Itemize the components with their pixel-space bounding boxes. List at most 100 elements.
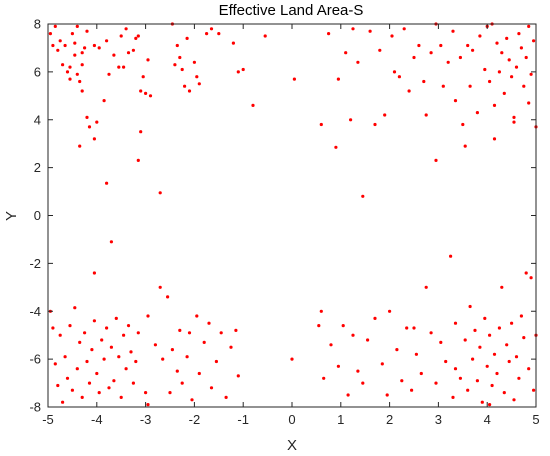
data-point — [449, 254, 453, 258]
data-point — [497, 70, 501, 74]
data-point — [495, 371, 499, 376]
data-point — [187, 331, 192, 335]
data-point — [507, 58, 511, 62]
data-point — [185, 36, 189, 41]
data-point — [478, 34, 482, 38]
data-point — [510, 75, 514, 79]
data-point — [422, 79, 426, 84]
data-point — [424, 113, 428, 117]
data-point — [461, 122, 465, 127]
data-point — [190, 398, 194, 402]
data-point — [219, 331, 223, 335]
data-point — [529, 276, 533, 280]
data-point — [92, 319, 96, 323]
data-point — [483, 316, 487, 320]
data-point — [185, 355, 189, 359]
data-point — [351, 333, 355, 337]
data-point — [234, 328, 238, 332]
data-point — [90, 348, 94, 352]
data-point — [109, 240, 113, 244]
data-point — [527, 24, 531, 28]
data-point — [512, 120, 516, 124]
data-points — [48, 22, 538, 407]
data-point — [161, 357, 165, 361]
data-point — [61, 63, 65, 67]
data-point — [236, 374, 240, 378]
data-point — [502, 391, 506, 395]
data-point — [524, 55, 528, 60]
data-point — [168, 391, 172, 395]
x-tick-label: -2 — [189, 412, 201, 427]
data-point — [187, 89, 192, 93]
data-point — [178, 328, 182, 332]
data-point — [80, 63, 84, 67]
data-point — [224, 395, 228, 399]
data-point — [124, 367, 128, 371]
data-point — [402, 27, 406, 31]
data-point — [158, 285, 162, 289]
data-point — [83, 331, 87, 335]
data-point — [492, 352, 497, 356]
data-point — [158, 191, 162, 195]
data-point — [146, 58, 150, 62]
data-point — [395, 348, 399, 352]
y-tick-label: 0 — [34, 208, 41, 223]
data-point — [144, 91, 148, 95]
x-tick-label: -4 — [91, 412, 103, 427]
data-point — [463, 338, 467, 342]
data-point — [480, 400, 484, 404]
data-point — [195, 75, 199, 79]
data-point — [488, 79, 492, 84]
data-point — [329, 343, 333, 347]
x-tick-label: -1 — [237, 412, 249, 427]
data-point — [290, 357, 294, 361]
data-point — [146, 403, 150, 407]
data-point — [85, 115, 89, 119]
data-point — [317, 324, 321, 328]
data-point — [78, 340, 82, 344]
data-point — [378, 48, 382, 52]
data-point — [424, 285, 428, 289]
data-point — [500, 285, 504, 289]
y-tick-label: -6 — [29, 352, 41, 367]
data-point — [505, 36, 509, 41]
data-point — [117, 355, 121, 359]
data-point — [122, 65, 126, 69]
data-point — [514, 355, 519, 359]
data-point — [263, 34, 267, 38]
x-tick-label: 1 — [337, 412, 344, 427]
data-point — [231, 41, 235, 45]
data-point — [444, 359, 448, 364]
data-point — [63, 43, 67, 48]
data-point — [492, 137, 497, 141]
data-point — [192, 60, 196, 64]
data-point — [453, 367, 458, 371]
y-tick-label: 4 — [34, 112, 41, 127]
data-point — [439, 43, 443, 48]
data-point — [400, 379, 404, 383]
data-point — [434, 158, 438, 162]
data-point — [85, 359, 89, 364]
data-point — [107, 386, 111, 390]
data-point — [463, 144, 467, 148]
data-point — [471, 48, 475, 52]
data-point — [131, 381, 135, 385]
data-point — [209, 386, 214, 390]
x-tick-label: -5 — [42, 412, 54, 427]
data-point — [519, 314, 524, 318]
data-point — [397, 75, 401, 79]
data-point — [139, 89, 143, 93]
data-point — [412, 55, 416, 60]
data-point — [475, 111, 479, 115]
data-point — [412, 326, 416, 330]
data-point — [183, 84, 187, 88]
data-point — [361, 194, 365, 198]
data-point — [349, 118, 353, 122]
data-point — [439, 340, 443, 344]
data-point — [217, 31, 221, 36]
plot-box — [47, 23, 537, 408]
data-point — [410, 388, 414, 392]
data-point — [483, 67, 487, 72]
data-point — [126, 324, 131, 328]
data-point — [85, 29, 89, 33]
